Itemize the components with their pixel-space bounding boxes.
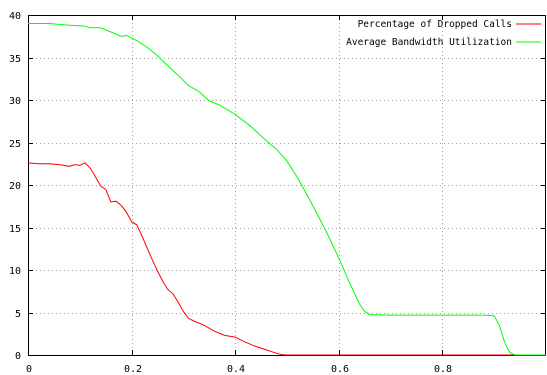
y-tick-label: 10	[9, 266, 21, 277]
x-tick-label: 0	[26, 364, 32, 375]
plot-frame	[28, 15, 546, 356]
x-tick-label: 0.2	[124, 364, 142, 375]
y-tick-label: 35	[9, 54, 21, 65]
y-tick-label: 5	[15, 309, 21, 320]
series-group	[27, 23, 546, 356]
y-tick-label: 0	[15, 351, 21, 362]
x-tick-label: 0.4	[227, 364, 245, 375]
series-line-bandwidth	[28, 23, 546, 356]
x-tick-label: 0.6	[331, 364, 349, 375]
y-tick-label: 15	[9, 224, 21, 235]
y-tick-label: 25	[9, 139, 21, 150]
x-tick-label: 0.8	[434, 364, 452, 375]
grid	[28, 15, 546, 355]
y-tick-label: 20	[9, 181, 21, 192]
legend: Percentage of Dropped Calls Average Band…	[346, 19, 541, 48]
legend-label-dropped-calls: Percentage of Dropped Calls	[358, 19, 512, 30]
legend-label-bandwidth: Average Bandwidth Utilization	[346, 37, 512, 48]
y-tick-label: 40	[9, 11, 21, 22]
y-tick-label: 30	[9, 96, 21, 107]
series-line-dropped-calls	[27, 162, 546, 356]
axis-ticks: 0 0.2 0.4 0.6 0.8 0 5 10 15 20 25 30 35 40	[9, 11, 546, 375]
